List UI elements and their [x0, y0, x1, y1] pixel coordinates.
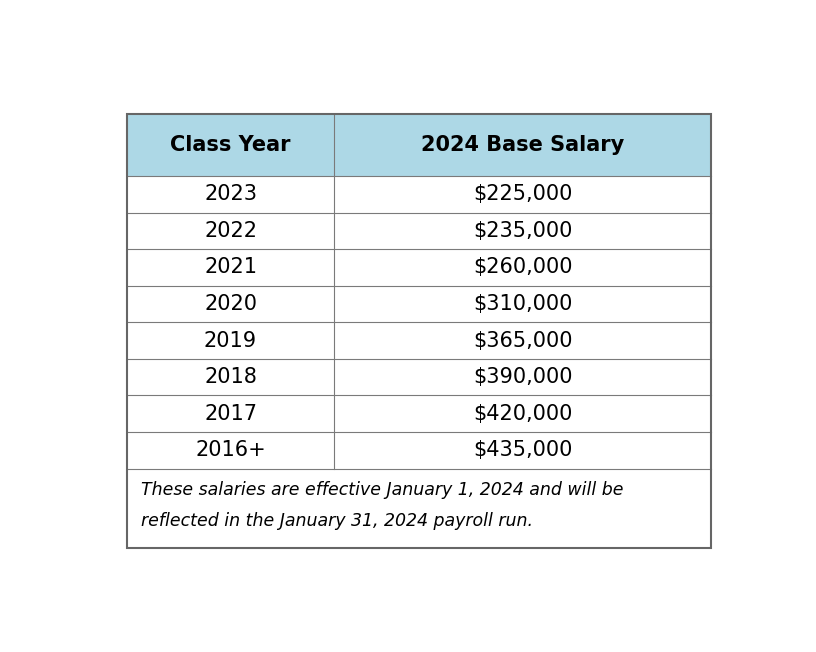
- Text: 2018: 2018: [204, 367, 257, 387]
- Text: 2023: 2023: [204, 185, 257, 204]
- Text: $260,000: $260,000: [473, 258, 573, 278]
- Bar: [126, 176, 712, 213]
- Text: 2020: 2020: [204, 294, 257, 314]
- Text: 2016+: 2016+: [195, 440, 266, 460]
- Text: reflected in the January 31, 2024 payroll run.: reflected in the January 31, 2024 payrol…: [140, 512, 533, 530]
- Text: 2019: 2019: [204, 331, 257, 351]
- Text: $310,000: $310,000: [473, 294, 572, 314]
- Text: $365,000: $365,000: [473, 331, 573, 351]
- Bar: [126, 286, 712, 322]
- Text: These salaries are effective January 1, 2024 and will be: These salaries are effective January 1, …: [140, 481, 623, 499]
- Bar: [126, 322, 712, 359]
- Text: 2021: 2021: [204, 258, 257, 278]
- Text: $390,000: $390,000: [473, 367, 573, 387]
- Text: 2024 Base Salary: 2024 Base Salary: [421, 135, 624, 155]
- Text: $225,000: $225,000: [473, 185, 572, 204]
- Bar: [126, 213, 712, 249]
- Text: $435,000: $435,000: [473, 440, 572, 460]
- Bar: [126, 432, 712, 469]
- Bar: [126, 359, 712, 396]
- Text: Class Year: Class Year: [171, 135, 290, 155]
- Text: 2017: 2017: [204, 404, 257, 424]
- Text: 2022: 2022: [204, 221, 257, 241]
- Text: $420,000: $420,000: [473, 404, 572, 424]
- Bar: [126, 249, 712, 286]
- Bar: [126, 396, 712, 432]
- Text: $235,000: $235,000: [473, 221, 572, 241]
